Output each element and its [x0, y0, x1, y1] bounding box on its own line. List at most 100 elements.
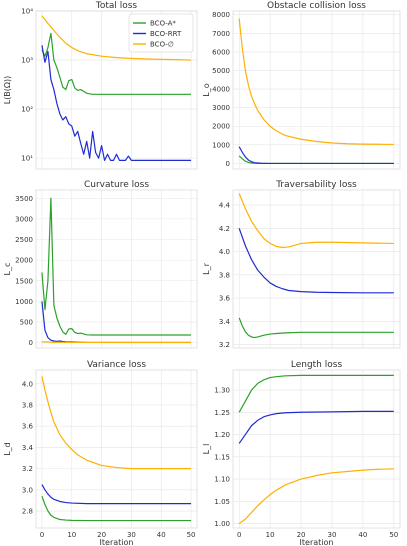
y-tick-label: 5000	[212, 67, 230, 75]
y-tick-label: 3.8	[22, 401, 33, 409]
plot-frame	[232, 369, 401, 529]
y-axis-label: L_l	[202, 444, 211, 455]
series-line-1	[238, 374, 394, 413]
y-tick-label: 3.6	[22, 423, 34, 431]
y-tick-label: 1.00	[214, 520, 230, 528]
y-tick-label: 3.0	[22, 486, 33, 494]
y-tick-label: 4.0	[219, 248, 230, 256]
y-tick-label: 10⁴	[21, 8, 33, 16]
x-tick-label: 0	[237, 531, 241, 539]
y-tick-label: 7000	[212, 30, 230, 38]
series-line-2	[41, 45, 192, 161]
x-tick-label: 20	[297, 531, 306, 539]
subplot-1: Total loss 10¹ 10² 10³ 10⁴ L(B(Ω)) BCO-A* BCO-R…	[3, 1, 198, 170]
series-line-3	[41, 376, 192, 470]
series-line-1	[238, 155, 394, 165]
y-tick-label: 2000	[15, 257, 33, 265]
y-tick-label: 6000	[212, 48, 230, 56]
y-tick-label: 1.10	[214, 476, 230, 484]
y-tick-label: 3.6	[219, 295, 231, 303]
x-tick-label: 50	[389, 531, 398, 539]
subplot-title: Obstacle collision loss	[267, 1, 366, 11]
x-tick-label: 20	[97, 531, 106, 539]
x-tick-label: 10	[67, 531, 76, 539]
y-axis-label: L(B(Ω))	[3, 76, 12, 105]
series-line-3	[238, 18, 394, 146]
x-axis-label: Iteration	[100, 538, 134, 546]
subplot-4: Traversability loss 3.2 3.4 3.6 3.8 4.0 4.2 4.4…	[202, 180, 401, 349]
y-tick-label: 3.2	[22, 465, 33, 473]
subplot-6: Length loss 1.00 1.05 1.10 1.15 1.20 1.25 1.30 0…	[202, 360, 401, 546]
series-line-3	[238, 468, 394, 525]
subplot-title: Curvature loss	[84, 180, 149, 190]
subplot-title: Length loss	[291, 360, 343, 370]
plot-frame	[35, 10, 198, 170]
subplot-3: Curvature loss 0 500 1000 1500 2000 2500 3000 35…	[3, 180, 198, 349]
legend-entry: BCO-∅	[150, 41, 174, 49]
y-axis-label: L_c	[3, 263, 12, 276]
y-tick-label: 1.30	[214, 387, 230, 395]
series-line-1	[41, 495, 192, 522]
y-tick-label: 4.4	[219, 202, 231, 210]
series-line-2	[238, 228, 394, 294]
y-tick-label: 2.8	[22, 508, 33, 516]
y-tick-label: 10²	[21, 106, 33, 114]
x-tick-label: 40	[358, 531, 367, 539]
y-tick-label: 3.8	[219, 271, 230, 279]
y-tick-label: 1.25	[214, 409, 230, 417]
y-tick-label: 1.20	[214, 431, 230, 439]
y-axis-label: L_d	[3, 442, 12, 456]
y-tick-label: 0	[29, 339, 33, 347]
plot-frame	[232, 189, 401, 349]
y-tick-label: 1.05	[214, 498, 230, 506]
x-tick-label: 10	[266, 531, 275, 539]
y-tick-label: 3500	[15, 195, 33, 203]
y-tick-label: 500	[20, 319, 33, 327]
y-tick-label: 4.2	[219, 225, 230, 233]
y-tick-label: 0	[226, 160, 230, 168]
x-tick-label: 30	[127, 531, 136, 539]
subplot-2: Obstacle collision loss 0 1000 2000 3000 4000…	[202, 1, 401, 170]
series-line-3	[238, 193, 394, 249]
y-tick-label: 1500	[15, 277, 33, 285]
series-line-3	[41, 341, 192, 344]
series-line-3	[41, 15, 192, 61]
plot-frame	[232, 10, 401, 170]
y-tick-label: 1.15	[214, 453, 230, 461]
x-tick-label: 0	[40, 531, 44, 539]
y-tick-label: 10³	[21, 57, 33, 65]
y-tick-label: 1000	[15, 298, 33, 306]
y-tick-label: 3.4	[22, 444, 34, 452]
y-tick-label: 10¹	[21, 155, 33, 163]
series-line-1	[41, 32, 192, 95]
x-axis-label: Iteration	[300, 538, 334, 546]
series-line-1	[41, 197, 192, 336]
y-tick-label: 3000	[212, 104, 230, 112]
plot-frame	[35, 189, 198, 349]
y-axis-label: L_o	[202, 83, 211, 96]
legend-entry: BCO-A*	[150, 20, 176, 28]
series-line-2	[238, 146, 394, 165]
series-line-2	[238, 410, 394, 444]
y-tick-label: 2000	[212, 123, 230, 131]
y-tick-label: 8000	[212, 11, 230, 19]
series-line-1	[238, 317, 394, 339]
y-axis-label: L_r	[202, 262, 211, 274]
x-tick-label: 40	[157, 531, 166, 539]
y-tick-label: 3.4	[219, 318, 231, 326]
y-tick-label: 1000	[212, 141, 230, 149]
x-tick-label: 30	[328, 531, 337, 539]
subplot-5: Variance loss 2.8 3.0 3.2 3.4 3.6 3.8 4.0 0 10 20 3…	[3, 360, 198, 546]
legend-entry: BCO-RRT	[150, 30, 182, 38]
y-tick-label: 3.2	[219, 341, 230, 349]
series-line-2	[41, 484, 192, 505]
plot-frame	[35, 369, 198, 529]
subplot-title: Variance loss	[87, 360, 146, 370]
y-tick-label: 3000	[15, 215, 33, 223]
y-tick-label: 4000	[212, 86, 230, 94]
y-tick-label: 2500	[15, 236, 33, 244]
subplot-title: Total loss	[95, 1, 138, 11]
x-tick-label: 50	[187, 531, 196, 539]
y-tick-label: 4.0	[22, 380, 33, 388]
